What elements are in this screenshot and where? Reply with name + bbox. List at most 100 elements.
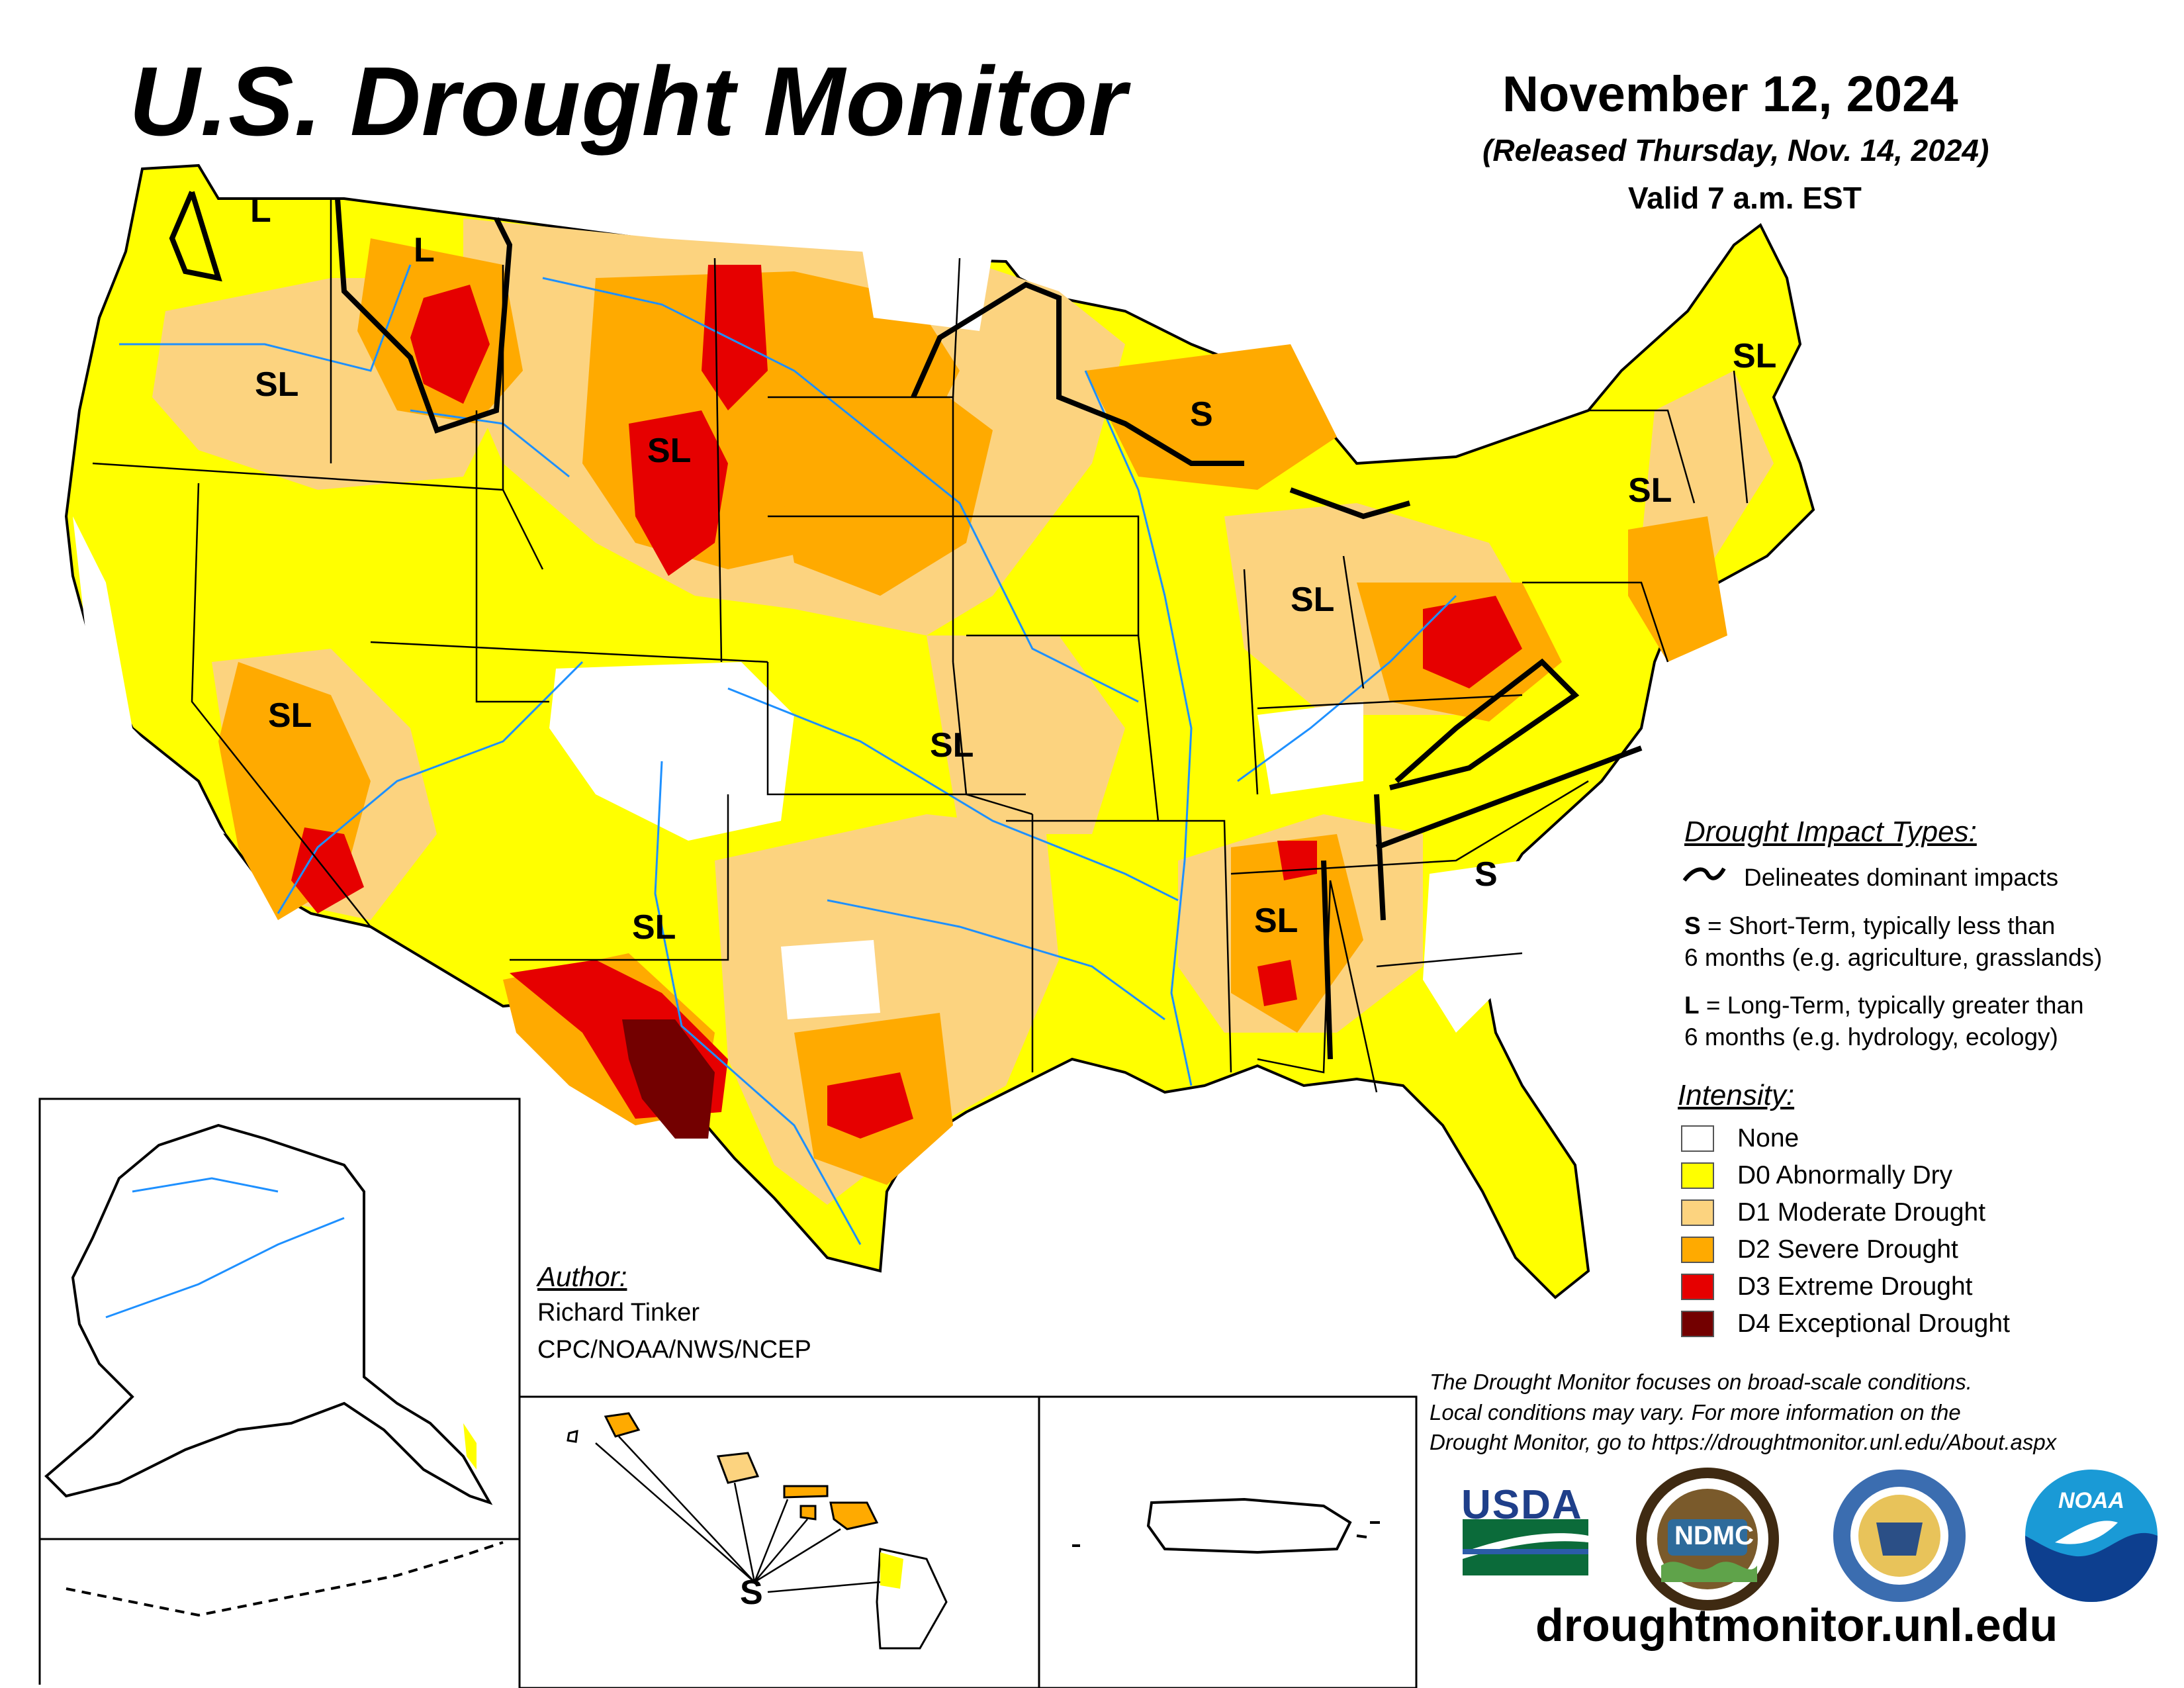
impact-label-sl-new-mexico: SL <box>632 908 676 947</box>
rivers <box>119 264 1457 1245</box>
impact-label-sl-wyoming: SL <box>647 432 692 470</box>
impact-label-s-hawaii: S <box>740 1573 763 1612</box>
short-term-key: S <box>1684 912 1701 939</box>
river-arkansas <box>727 687 1179 902</box>
intensity-label: D3 Extreme Drought <box>1737 1272 1973 1301</box>
impact-line-upper-midwest <box>911 281 1244 466</box>
noaa-logo <box>2025 1470 2158 1602</box>
hawaii-lanai <box>799 1505 817 1521</box>
d2-upper-michigan-wisconsin <box>1085 344 1337 490</box>
puerto-rico-islets <box>1072 1521 1380 1547</box>
d3-tennessee <box>1277 841 1317 880</box>
intensity-heading: Intensity: <box>1678 1079 1795 1111</box>
river-rio-grande <box>654 761 862 1245</box>
usda-logo <box>1463 1519 1588 1575</box>
none-colorado <box>549 662 794 841</box>
short-term-definition: S = Short-Term, typically less than 6 mo… <box>1684 910 2102 974</box>
short-term-line1: = Short-Term, typically less than <box>1700 912 2056 939</box>
noaa-logo-text: NOAA <box>2058 1488 2125 1513</box>
intensity-label: D2 Severe Drought <box>1737 1235 1958 1264</box>
intensity-label: D0 Abnormally Dry <box>1737 1161 1953 1190</box>
d3-mississippi <box>1257 960 1297 1006</box>
intensity-label: None <box>1737 1124 1799 1152</box>
d2-mid-atlantic <box>1628 516 1727 662</box>
disclaimer-line-3: Drought Monitor, go to https://droughtmo… <box>1430 1430 2057 1455</box>
impact-line-legend-icon <box>1682 867 1726 882</box>
none-kentucky <box>1257 702 1363 794</box>
river-red <box>827 899 1165 1021</box>
puerto-rico-outline <box>1146 1497 1352 1554</box>
intensity-swatch <box>1681 1237 1714 1263</box>
impact-label-sl-kansas: SL <box>930 726 974 765</box>
hawaii-maui <box>829 1501 879 1530</box>
hawaii-inset <box>518 1395 1040 1688</box>
aleutians <box>66 1541 504 1617</box>
impact-boundaries <box>169 191 1643 1060</box>
disclaimer: The Drought Monitor focuses on broad-sca… <box>1430 1367 2158 1458</box>
impact-types-heading: Drought Impact Types: <box>1684 816 1977 848</box>
d1-southern-plains <box>715 814 1059 1205</box>
d1-northeast <box>1641 371 1774 569</box>
intensity-label: D4 Exceptional Drought <box>1737 1309 2010 1338</box>
d2-dakotas-nebraska <box>761 371 993 596</box>
intensity-label: D1 Moderate Drought <box>1737 1198 1986 1227</box>
hawaii-kauai <box>604 1412 641 1438</box>
d3-west-virginia-ohio <box>1423 596 1522 688</box>
river-colorado <box>277 661 584 914</box>
d1-kansas-missouri <box>927 635 1125 834</box>
short-term-line2: 6 months (e.g. agriculture, grasslands) <box>1684 944 2103 972</box>
intensity-swatch <box>1681 1274 1714 1300</box>
hawaii-label-lines <box>595 1436 881 1593</box>
state-boundaries <box>92 199 1749 1093</box>
river-missouri <box>542 277 1139 703</box>
alaska-panhandle-d0 <box>463 1423 477 1470</box>
d3-northern-idaho <box>410 285 490 404</box>
map-date: November 12, 2024 <box>1502 66 1958 122</box>
ndmc-logo-text: NDMC <box>1674 1521 1754 1550</box>
hawaii-oahu <box>716 1452 760 1484</box>
impact-line-idaho <box>335 198 513 434</box>
impact-line-tennessee <box>1374 794 1386 921</box>
disclaimer-line-1: The Drought Monitor focuses on broad-sca… <box>1430 1370 1972 1394</box>
long-term-line2: 6 months (e.g. hydrology, ecology) <box>1684 1023 2058 1051</box>
puerto-rico-inset <box>1038 1395 1418 1688</box>
commerce-logo <box>1833 1470 1966 1602</box>
river-ohio <box>1237 594 1457 782</box>
impact-label-sl-oregon: SL <box>255 365 299 404</box>
d4-regions <box>622 1019 715 1139</box>
impact-label-sl-mississippi: SL <box>1254 902 1298 940</box>
impact-label-l-washington: L <box>250 191 271 230</box>
impact-label-sl-new-england: SL <box>1733 337 1777 375</box>
alaska-outline <box>44 1123 493 1505</box>
d3-wyoming-sd <box>629 410 728 576</box>
impact-label-s-wisconsin: S <box>1190 395 1213 434</box>
page-title: U.S. Drought Monitor <box>129 47 1127 156</box>
disclaimer-line-2: Local conditions may vary. For more info… <box>1430 1399 1961 1425</box>
author-organization: CPC/NOAA/NWS/NCEP <box>537 1336 811 1364</box>
ndmc-logo <box>1636 1468 1779 1611</box>
impact-line-lower-mississippi <box>1321 860 1333 1060</box>
intensity-swatch <box>1681 1311 1714 1337</box>
author-heading: Author: <box>537 1261 627 1292</box>
website-url[interactable]: droughtmonitor.unl.edu <box>1535 1599 2058 1651</box>
valid-time: Valid 7 a.m. EST <box>1628 181 1862 215</box>
impact-line-northwest <box>169 191 222 282</box>
alaska-inset <box>38 1098 521 1685</box>
none-pacific-coast <box>73 516 225 834</box>
long-term-line1: = Long-Term, typically greater than <box>1699 992 2084 1019</box>
release-date: (Released Thursday, Nov. 14, 2024) <box>1482 133 1989 167</box>
hawaii-big-island-d0 <box>880 1552 903 1589</box>
none-regions <box>73 238 1522 1033</box>
long-term-definition: L = Long-Term, typically greater than 6 … <box>1684 990 2084 1053</box>
impact-label-s-south-carolina: S <box>1475 855 1498 894</box>
none-texas-central <box>781 940 880 1019</box>
alaska-rivers <box>105 1177 345 1319</box>
hawaii-niihau <box>567 1430 578 1443</box>
d3-northeast-wyoming <box>702 265 768 410</box>
impact-label-sl-new-york: SL <box>1628 471 1672 510</box>
author-name: Richard Tinker <box>537 1299 700 1327</box>
impact-line-southeast <box>1375 745 1643 850</box>
intensity-swatch <box>1681 1199 1714 1226</box>
impact-line-appalachia <box>1389 658 1580 790</box>
